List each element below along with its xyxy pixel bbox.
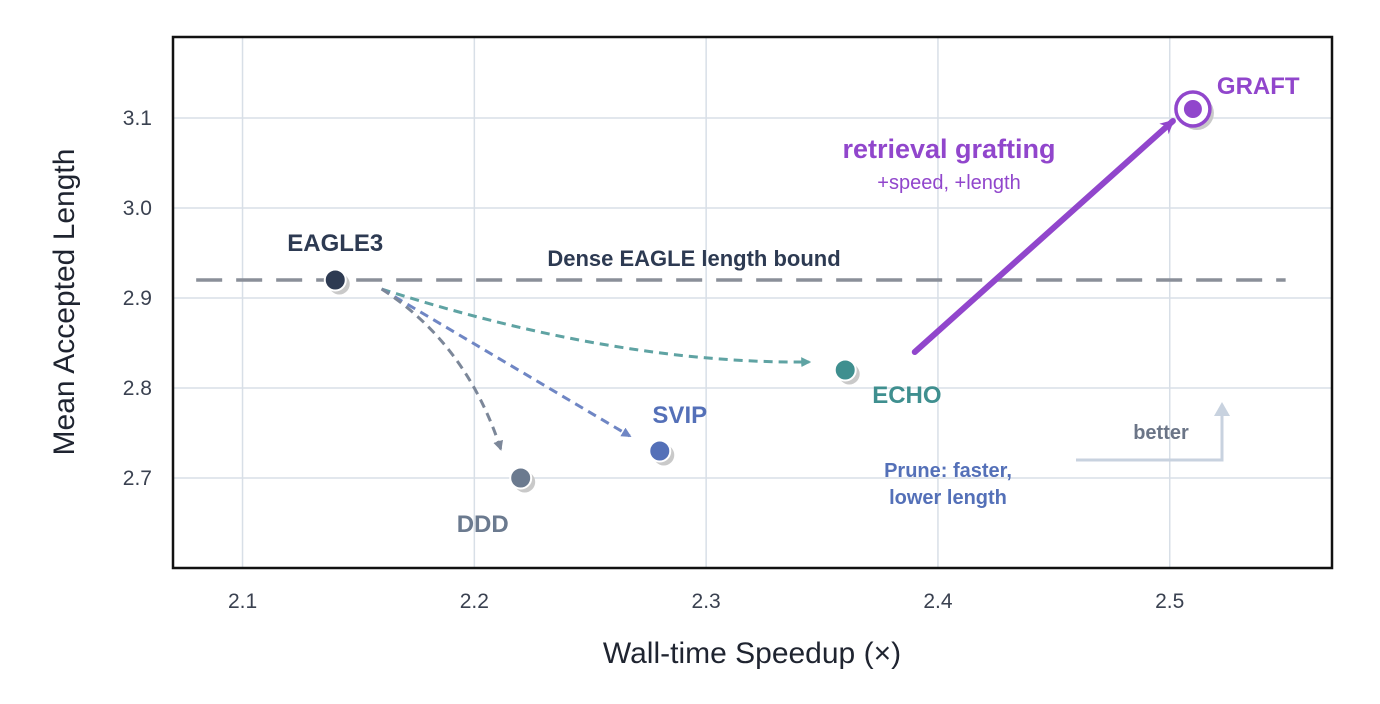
graft-point — [1183, 100, 1202, 118]
svip-arrow — [380, 287, 632, 438]
plot-frame — [171, 35, 1334, 570]
y-tick-labels: 2.7 2.8 2.9 3.0 3.1 — [123, 107, 152, 490]
grid-lines — [173, 37, 1332, 568]
x-tick-label: 2.3 — [692, 590, 721, 613]
y-tick-label: 2.7 — [123, 467, 152, 490]
better-arrow-head — [1214, 402, 1230, 416]
data-points: EAGLE3 DDD SVIP ECHO GRAFT — [287, 73, 1300, 538]
echo-point — [833, 358, 857, 382]
echo-arrow — [381, 287, 812, 368]
prune-annotation-line1: Prune: faster, — [884, 460, 1012, 482]
eagle3-label: EAGLE3 — [287, 230, 383, 257]
x-axis-label: Wall-time Speedup (×) — [603, 637, 901, 670]
x-tick-labels: 2.1 2.2 2.3 2.4 2.5 — [228, 590, 1184, 613]
svip-point — [648, 439, 672, 463]
graft-label: GRAFT — [1217, 73, 1300, 100]
y-axis-label: Mean Accepted Length — [48, 149, 81, 456]
svip-label: SVIP — [652, 402, 707, 429]
x-tick-label: 2.1 — [228, 590, 257, 613]
eagle3-point — [323, 268, 347, 292]
prune-annotation-line2: lower length — [889, 487, 1007, 509]
echo-label: ECHO — [872, 382, 941, 409]
ddd-arrow — [380, 287, 503, 451]
ddd-label: DDD — [457, 511, 509, 538]
x-tick-label: 2.2 — [460, 590, 489, 613]
y-tick-label: 3.1 — [123, 107, 152, 130]
x-tick-label: 2.5 — [1155, 590, 1184, 613]
y-tick-label: 2.9 — [123, 287, 152, 310]
graft-annotation-sub: +speed, +length — [877, 172, 1020, 194]
graft-arrow — [911, 118, 1176, 355]
graft-annotation-title: retrieval grafting — [842, 134, 1055, 164]
better-label: better — [1133, 422, 1189, 444]
dense-bound-label: Dense EAGLE length bound — [547, 246, 840, 271]
y-tick-label: 3.0 — [123, 197, 152, 220]
better-arrow — [1076, 408, 1224, 462]
ddd-point — [509, 466, 533, 490]
y-tick-label: 2.8 — [123, 377, 152, 400]
x-tick-label: 2.4 — [923, 590, 953, 613]
